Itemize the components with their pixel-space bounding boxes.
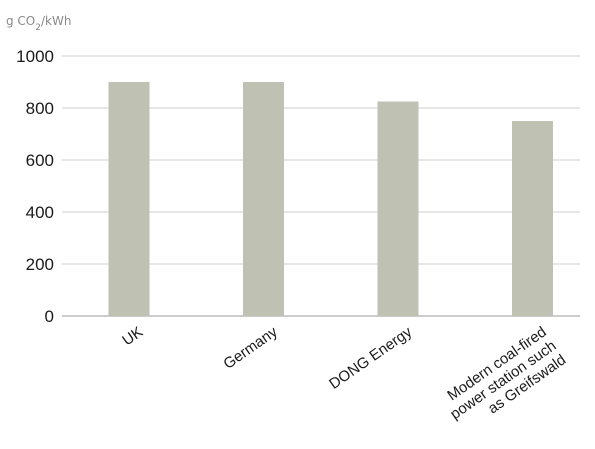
x-category-text-0: UK [119,323,146,349]
y-axis-ticks: 0 200 400 600 800 1000 [16,47,54,326]
x-category-text-2: DONG Energy [326,323,415,393]
x-category-text-3: Modern coal-firedpower station suchas Gr… [437,323,569,437]
y-tick-label-1000: 1000 [16,47,54,66]
x-category-label-1: Germany [220,323,281,373]
y-tick-label-200: 200 [26,255,54,274]
y-tick-label-800: 800 [26,99,54,118]
bar-2 [377,101,419,316]
x-category-line: DONG Energy [326,323,415,393]
x-category-label-2: DONG Energy [326,323,415,393]
bar-0 [108,82,150,316]
y-unit-label: g CO2/kWh [6,14,71,33]
x-axis-labels: UK Germany DONG Energy Modern coal-firedpow… [119,323,569,437]
x-category-label-0: UK [119,323,146,349]
bars [108,82,553,316]
x-category-line: UK [119,323,146,349]
y-tick-label-0: 0 [45,307,54,326]
x-category-label-3: Modern coal-firedpower station suchas Gr… [437,323,569,437]
x-category-text-1: Germany [220,323,281,373]
y-tick-label-400: 400 [26,203,54,222]
x-category-line: Germany [220,323,281,373]
y-tick-label-600: 600 [26,151,54,170]
bar-3 [512,121,553,316]
bar-1 [243,82,284,316]
